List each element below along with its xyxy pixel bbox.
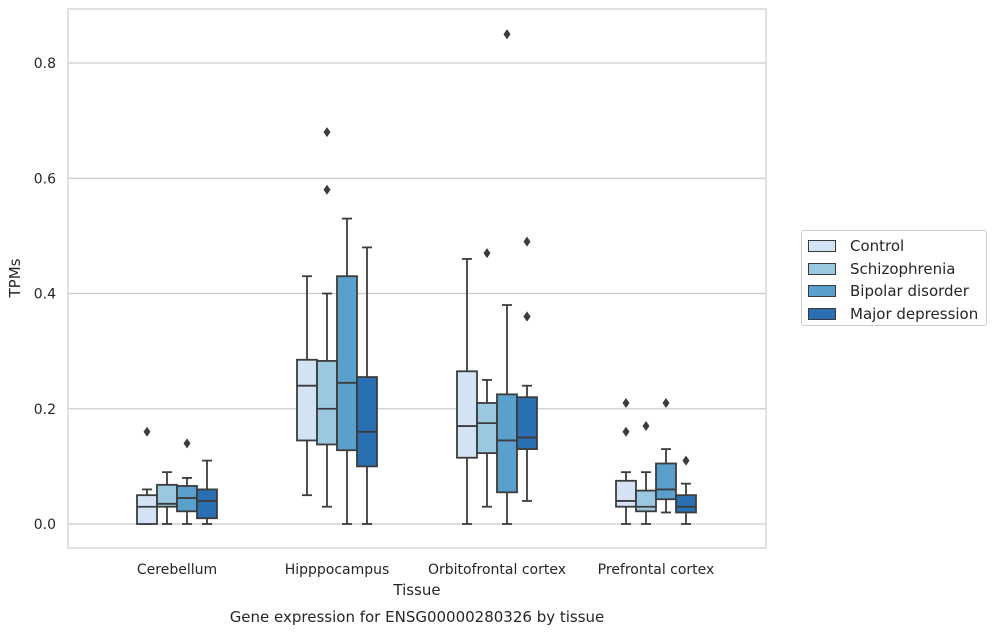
x-tick-labels: Cerebellum Hipppocampus Orbitofrontal cort… [137,562,714,578]
chart-caption: Gene expression for ENSG00000280326 by t… [230,608,605,626]
legend-label-major-depression: Major depression [850,304,979,323]
box-schizophrenia [156,471,178,525]
y-tick-labels: 0.0 0.2 0.4 0.6 0.8 [34,56,56,533]
outlier-point [682,455,690,466]
legend: Control Schizophrenia Bipolar disorder M… [801,230,987,326]
legend-swatch-schizophrenia [808,262,836,275]
plot-frame [67,8,767,549]
box-control [296,275,318,497]
outlier-point [323,184,331,195]
legend-item-major-depression: Major depression [808,303,980,326]
box-iqr [516,396,538,450]
x-tick-label: Cerebellum [137,562,217,578]
legend-item-control: Control [808,235,980,258]
box-control [615,397,637,525]
x-axis-label: Tissue [392,581,440,599]
legend-label-control: Control [850,237,905,256]
legend-item-schizophrenia: Schizophrenia [808,258,980,281]
legend-swatch-major-depression [808,307,836,320]
box-iqr [296,358,318,442]
x-tick-label: Prefrontal cortex [598,562,715,578]
box-major-depression [196,459,218,525]
legend-item-bipolar-disorder: Bipolar disorder [808,280,980,303]
box-iqr [316,360,338,446]
y-tick-label: 0.2 [34,402,56,418]
x-tick-label: Orbitofrontal cortex [428,562,566,578]
outlier-point [323,127,331,138]
box-iqr [496,393,518,494]
y-tick-label: 0.8 [34,56,56,72]
outlier-point [622,397,630,408]
y-axis-label: TPMs [6,258,24,298]
box-bipolar-disorder [336,217,358,525]
outlier-point [523,236,531,247]
y-tick-label: 0.6 [34,171,56,187]
box-iqr [356,376,378,468]
box-major-depression [356,246,378,525]
box-iqr [136,494,158,525]
outlier-point [622,426,630,437]
legend-swatch-bipolar-disorder [808,285,836,298]
outlier-point [523,311,531,322]
box-iqr [336,275,358,452]
box-control [136,426,158,525]
box-iqr [196,488,218,520]
box-control [456,258,478,525]
box-groups [136,29,697,525]
box-major-depression [675,455,697,525]
outlier-point [143,426,151,437]
box-major-depression [516,236,538,502]
x-tick-label: Hipppocampus [285,562,390,578]
y-tick-label: 0.0 [34,517,56,533]
outlier-point [483,248,491,259]
box-schizophrenia [316,127,338,508]
box-bipolar-disorder [176,438,198,525]
box-iqr [456,370,478,459]
legend-swatch-control [808,240,836,253]
box-iqr [476,402,498,455]
box-iqr [635,489,657,513]
y-gridlines [68,62,766,525]
box-bipolar-disorder [655,397,677,514]
legend-label-schizophrenia: Schizophrenia [850,259,956,278]
box-schizophrenia [635,421,657,525]
legend-label-bipolar-disorder: Bipolar disorder [850,282,969,301]
box-iqr [615,479,637,508]
outlier-point [183,438,191,449]
y-tick-label: 0.4 [34,287,56,303]
box-iqr [655,462,677,501]
outlier-point [503,29,511,40]
outlier-point [642,421,650,432]
box-schizophrenia [476,248,498,508]
box-bipolar-disorder [496,29,518,525]
outlier-point [662,397,670,408]
box-iqr [675,494,697,514]
